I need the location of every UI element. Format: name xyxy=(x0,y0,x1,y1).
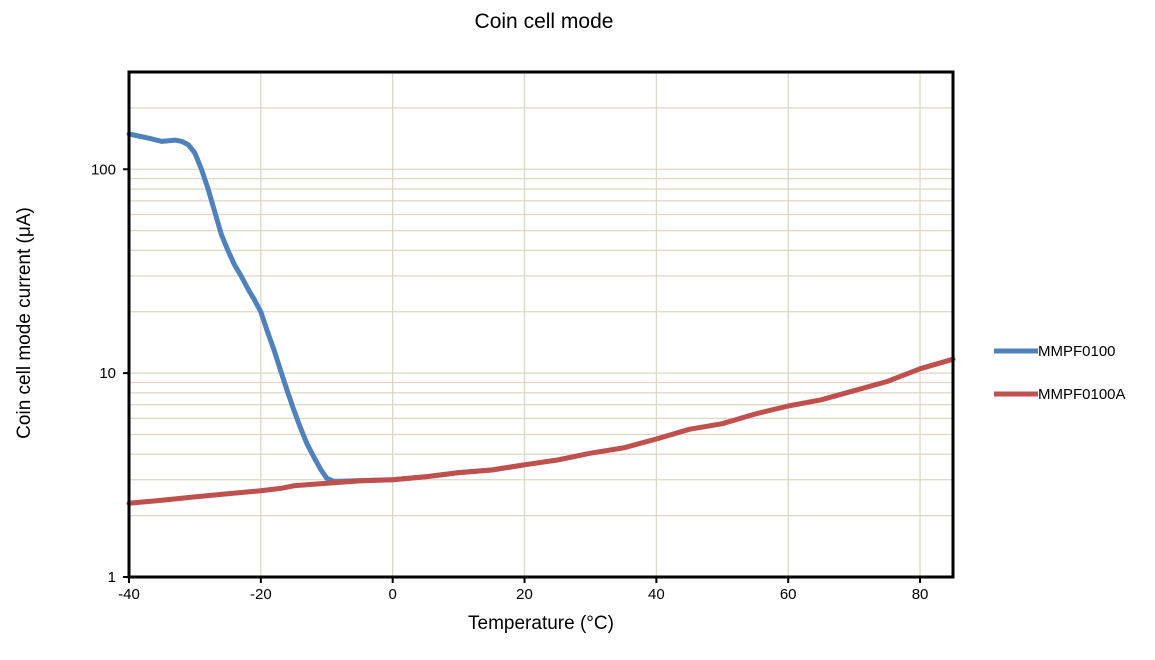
x-tick-label: 60 xyxy=(780,586,797,603)
x-tick-label: 0 xyxy=(389,586,397,603)
series-lines xyxy=(126,131,956,506)
y-tick-label: 1 xyxy=(108,569,116,586)
x-tick-label: 40 xyxy=(648,586,665,603)
series-line-mmpf0100 xyxy=(126,131,527,484)
x-tick-label: 20 xyxy=(516,586,533,603)
y-tick-label: 100 xyxy=(91,161,116,178)
axis-ticks xyxy=(123,168,922,583)
series-line-mmpf0100a xyxy=(126,356,956,506)
chart-legend: MMPF0100 MMPF0100A xyxy=(994,343,1126,403)
x-axis-tick-labels: -40 -20 0 20 40 60 80 xyxy=(118,586,928,603)
legend-label-mmpf0100a: MMPF0100A xyxy=(1038,386,1126,403)
legend-label-mmpf0100: MMPF0100 xyxy=(1038,343,1116,360)
x-axis-title: Temperature (°C) xyxy=(468,613,614,634)
y-axis-title: Coin cell mode current (μA) xyxy=(14,207,35,439)
chart-title: Coin cell mode xyxy=(475,10,614,33)
grid-lines xyxy=(128,71,953,577)
x-tick-label: 80 xyxy=(912,586,929,603)
x-tick-label: -20 xyxy=(250,586,272,603)
plot-frame xyxy=(127,70,955,579)
y-tick-label: 10 xyxy=(99,365,116,382)
x-tick-label: -40 xyxy=(118,586,140,603)
y-axis-tick-labels: 1 10 100 xyxy=(91,161,116,586)
